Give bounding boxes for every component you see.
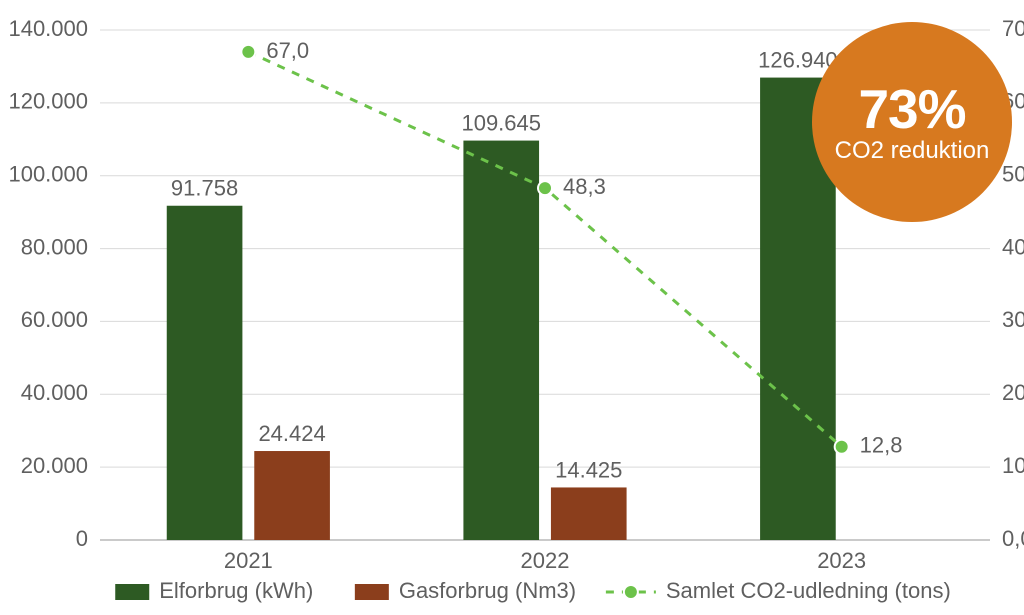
x-tick-label: 2022 (521, 548, 570, 573)
badge-subtitle: CO2 reduktion (835, 138, 990, 163)
line-marker-co2 (835, 440, 849, 454)
line-label-co2: 48,3 (563, 174, 606, 199)
y-left-tick-label: 100.000 (8, 162, 88, 187)
line-label-co2: 12,8 (860, 433, 903, 458)
y-right-tick-label: 50,0 (1002, 162, 1024, 187)
y-left-tick-label: 120.000 (8, 89, 88, 114)
bar-gas (551, 487, 627, 540)
bar-gas (254, 451, 330, 540)
reduction-badge: 73% CO2 reduktion (812, 22, 1012, 222)
y-left-tick-label: 40.000 (21, 380, 88, 405)
x-tick-label: 2023 (817, 548, 866, 573)
y-left-tick-label: 0 (76, 526, 88, 551)
y-right-tick-label: 20,0 (1002, 380, 1024, 405)
legend-line-marker (624, 585, 638, 599)
bar-el (463, 141, 539, 540)
bar-label-gas: 24.424 (258, 421, 325, 446)
y-right-tick-label: 10,0 (1002, 453, 1024, 478)
y-right-tick-label: 30,0 (1002, 307, 1024, 332)
legend-swatch (355, 584, 389, 600)
line-marker-co2 (538, 181, 552, 195)
y-left-tick-label: 140.000 (8, 16, 88, 41)
line-label-co2: 67,0 (266, 38, 309, 63)
legend-label: Gasforbrug (Nm3) (399, 578, 576, 603)
legend-label: Samlet CO2-udledning (tons) (666, 578, 951, 603)
legend-swatch (115, 584, 149, 600)
y-right-tick-label: 70,0 (1002, 16, 1024, 41)
bar-el (167, 206, 243, 540)
chart-container: 0 20.000 40.000 60.000 80.000 100.000 120.000 1… (0, 0, 1024, 615)
y-right-tick-label: 40,0 (1002, 234, 1024, 259)
bar-label-el: 91.758 (171, 176, 238, 201)
badge-percent: 73% (858, 81, 965, 139)
y-left-tick-label: 60.000 (21, 307, 88, 332)
legend-label: Elforbrug (kWh) (159, 578, 313, 603)
y-right-tick-label: 0,0 (1002, 526, 1024, 551)
line-co2 (248, 52, 841, 447)
bar-label-gas: 14.425 (555, 457, 622, 482)
x-tick-label: 2021 (224, 548, 273, 573)
y-left-tick-label: 20.000 (21, 453, 88, 478)
y-left-tick-label: 80.000 (21, 234, 88, 259)
line-marker-co2 (241, 45, 255, 59)
bar-label-el: 109.645 (461, 111, 541, 136)
